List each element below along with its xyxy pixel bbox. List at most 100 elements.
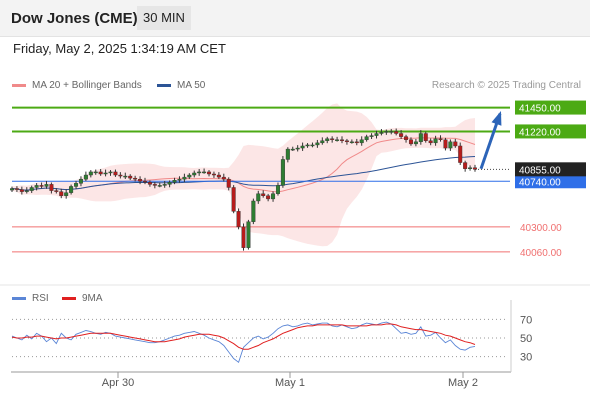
candle-body (354, 141, 359, 144)
candle-body (418, 133, 423, 143)
legend-ma20: MA 20 + Bollinger Bands (12, 80, 142, 91)
candle-body (443, 139, 448, 149)
legend-ma50: MA 50 (157, 80, 205, 91)
candle-body (221, 176, 226, 180)
chart-header: Dow Jones (CME) 30 MIN (0, 0, 590, 37)
candle-body (473, 167, 478, 170)
legend-rsi-ma: 9MA (62, 293, 103, 304)
rsi-ma-line (11, 323, 476, 350)
candle-body (374, 133, 379, 136)
level-label-41450.00: 41450.00 (519, 104, 561, 115)
candle-body (379, 132, 384, 134)
candle-body (384, 131, 389, 133)
rsi-swatch (12, 297, 26, 300)
candle-body (330, 138, 335, 140)
candle-body (226, 178, 231, 188)
rsi-line (11, 321, 476, 364)
level-tag-40740.00 (515, 174, 586, 189)
candle-body (138, 178, 143, 182)
candle-body (280, 159, 285, 186)
candle-body (78, 178, 83, 184)
candle-body (59, 191, 64, 196)
candle-body (9, 188, 14, 191)
rsi-tick-70: 70 (520, 314, 532, 326)
candle-body (261, 193, 266, 196)
candle-body (295, 147, 300, 150)
bollinger-band (12, 103, 475, 247)
candle-body (88, 171, 93, 176)
candle-body (74, 183, 79, 187)
level-label-40300.00: 40300.00 (520, 223, 562, 234)
candle-body (103, 172, 108, 175)
candle-body (428, 140, 433, 144)
candle-body (162, 184, 167, 186)
candle-body (157, 185, 162, 187)
candle-body (177, 178, 182, 181)
candle-body (118, 174, 123, 177)
time-label-Apr 30: Apr 30 (102, 377, 134, 389)
candle-body (340, 139, 345, 141)
candle-body (335, 139, 340, 141)
ma20-swatch (12, 84, 26, 87)
candle-body (349, 141, 354, 144)
candle-body (448, 141, 453, 149)
candle-body (413, 141, 418, 145)
candle-body (315, 142, 320, 146)
forecast-arrow-head (491, 110, 502, 126)
time-label-May 2: May 2 (448, 377, 478, 389)
candle-body (19, 189, 24, 192)
candle-body (98, 171, 103, 175)
time-label-May 1: May 1 (275, 377, 305, 389)
candle-body (231, 187, 236, 212)
ma50-line (11, 156, 476, 191)
candle-body (305, 144, 310, 147)
candle-body (408, 139, 413, 145)
candle-body (187, 174, 192, 178)
instrument-title: Dow Jones (CME) (11, 10, 138, 27)
candle-body (172, 180, 177, 183)
candle-body (285, 148, 290, 160)
candle-body (251, 200, 256, 222)
candle-body (133, 177, 138, 180)
candle-body (207, 171, 212, 175)
candle-body (24, 190, 29, 192)
candle-body (399, 133, 404, 137)
candle-body (359, 139, 364, 144)
candle-body (271, 193, 276, 200)
candle-body (202, 171, 207, 174)
level-label-41220.00: 41220.00 (519, 127, 561, 138)
candle-body (290, 148, 295, 151)
candle-body (34, 185, 39, 188)
candle-body (369, 135, 374, 137)
candle-body (128, 175, 133, 179)
candle-body (453, 141, 458, 147)
candle-body (167, 182, 172, 185)
candle-body (463, 162, 468, 169)
candle-body (404, 136, 409, 140)
candle-body (325, 138, 330, 141)
candle-body (211, 173, 216, 176)
rsi-ma-label: 9MA (82, 293, 103, 304)
rsi-tick-30: 30 (520, 352, 532, 364)
candle-body (113, 171, 118, 176)
candle-body (423, 133, 428, 141)
rsi-ma-swatch (62, 297, 76, 300)
candle-body (394, 131, 399, 134)
candle-body (468, 167, 473, 169)
legend-rsi: RSI (12, 293, 49, 304)
candle-body (93, 171, 98, 174)
candle-body (433, 138, 438, 144)
last-price-tag (515, 162, 586, 177)
rsi-tick-50: 50 (520, 333, 532, 345)
timeframe-badge[interactable]: 30 MIN (137, 6, 191, 30)
candle-body (108, 171, 113, 174)
candle-body (275, 185, 280, 194)
candle-body (69, 186, 74, 193)
candle-body (216, 174, 221, 178)
level-label-40060.00: 40060.00 (520, 248, 562, 259)
candle-body (241, 226, 246, 248)
chart-datetime: Friday, May 2, 2025 1:34:19 AM CET (13, 41, 226, 56)
candle-body (389, 131, 394, 133)
candle-body (438, 138, 443, 140)
